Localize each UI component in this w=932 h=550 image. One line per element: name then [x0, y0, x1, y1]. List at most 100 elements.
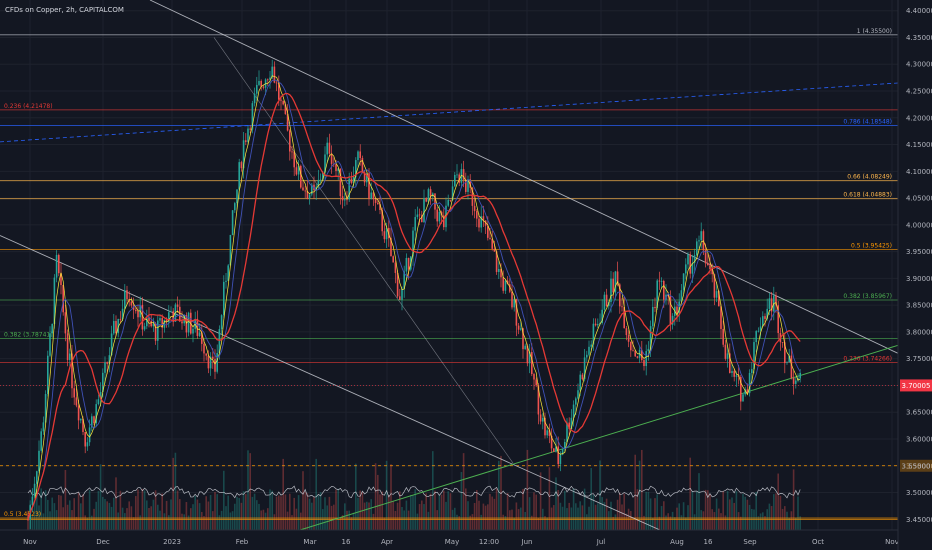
candle-body — [473, 205, 476, 212]
candle-body — [792, 377, 795, 384]
candle-body — [407, 257, 410, 270]
volume-bar — [478, 500, 480, 530]
candle-body — [614, 271, 617, 293]
volume-bar — [570, 507, 573, 530]
candle-body — [443, 215, 445, 228]
candle-body — [258, 80, 260, 85]
volume-bar — [289, 493, 291, 530]
volume-bar — [399, 491, 401, 530]
candle-body — [33, 483, 36, 497]
volume-bar — [612, 516, 614, 530]
volume-bar — [135, 496, 137, 530]
candle-body — [594, 323, 597, 326]
candle-body — [278, 82, 280, 100]
y-tick-label: 4.30000 — [906, 61, 932, 69]
candle-body — [744, 389, 746, 395]
candle-body — [555, 446, 557, 452]
volume-bar — [284, 494, 287, 530]
volume-bar — [328, 496, 331, 530]
candle-body — [73, 388, 75, 398]
x-tick-label: 16 — [342, 538, 351, 546]
volume-bar — [414, 489, 416, 530]
volume-bar — [720, 513, 722, 530]
volume-bar — [638, 460, 641, 530]
x-tick-label: Jun — [521, 538, 533, 546]
candle-body — [179, 306, 181, 322]
candle-body — [603, 294, 606, 310]
candle-body — [542, 417, 544, 422]
candle-body — [152, 323, 155, 327]
volume-bar — [537, 517, 540, 530]
candle-body — [385, 227, 388, 240]
volume-bar — [159, 510, 161, 530]
candle-body — [337, 168, 339, 171]
volume-bar — [201, 511, 203, 530]
volume-bar — [454, 507, 456, 530]
candle-body — [280, 99, 282, 101]
volume-bar — [176, 490, 179, 530]
candle-body — [267, 79, 269, 81]
candle-body — [535, 379, 537, 386]
volume-bar — [568, 502, 570, 530]
volume-bar — [522, 488, 524, 530]
last-price-label: 3.70005 — [902, 382, 931, 390]
volume-bar — [104, 498, 106, 530]
candle-body — [795, 380, 797, 384]
candle-body — [229, 234, 232, 266]
candle-body — [106, 362, 108, 364]
candle-body — [790, 355, 793, 378]
candle-body — [709, 265, 711, 270]
fib-levels: 1 (4.35500) 0.786 (4.18548) 0.66 (4.08249)… — [0, 28, 898, 520]
y-tick-label: 4.05000 — [906, 195, 932, 203]
volume-bar — [346, 510, 348, 530]
candle-body — [548, 430, 551, 436]
volume-bar — [583, 488, 586, 530]
volume-bar — [795, 517, 797, 530]
volume-bar — [797, 496, 799, 530]
x-tick-label: 2023 — [163, 538, 181, 546]
volume-bar — [124, 513, 126, 530]
volume-bar — [154, 490, 157, 530]
candle-body — [379, 204, 381, 211]
candle-body — [647, 348, 650, 352]
candle-body — [685, 264, 687, 274]
volume-bar — [117, 512, 119, 530]
candle-body — [60, 273, 62, 286]
candle-body — [520, 328, 522, 330]
candle-body — [733, 371, 735, 377]
volume-bar — [418, 504, 421, 530]
volume-bar — [280, 496, 282, 530]
candle-body — [102, 372, 104, 393]
volume-bar — [410, 494, 412, 530]
volume-bar — [493, 498, 496, 530]
candle-body — [487, 225, 489, 238]
candle-body — [726, 353, 729, 359]
volume-bar — [445, 501, 447, 530]
volume-bar — [465, 488, 467, 530]
candle-body — [682, 273, 685, 291]
candle-body — [137, 311, 139, 318]
volume-bar — [427, 511, 430, 530]
candle-body — [262, 86, 265, 88]
candle-body — [300, 165, 302, 188]
candle-body — [436, 209, 438, 222]
volume-bar — [504, 516, 507, 530]
volume-bar — [335, 489, 337, 530]
candle-body — [352, 176, 355, 183]
volume-bar — [80, 503, 82, 530]
candle-body — [291, 151, 293, 153]
volume-bar — [170, 499, 172, 530]
candle-body — [469, 179, 471, 188]
volume-bar — [577, 507, 579, 530]
candle-body — [557, 446, 559, 465]
candle-body — [731, 371, 733, 373]
candle-body — [636, 356, 639, 358]
candle-body — [293, 151, 295, 168]
candle-body — [163, 319, 166, 328]
volume-bar — [62, 507, 64, 530]
y-tick-label: 3.80000 — [906, 328, 932, 336]
candle-body — [205, 353, 207, 356]
volume-bar — [269, 489, 271, 530]
